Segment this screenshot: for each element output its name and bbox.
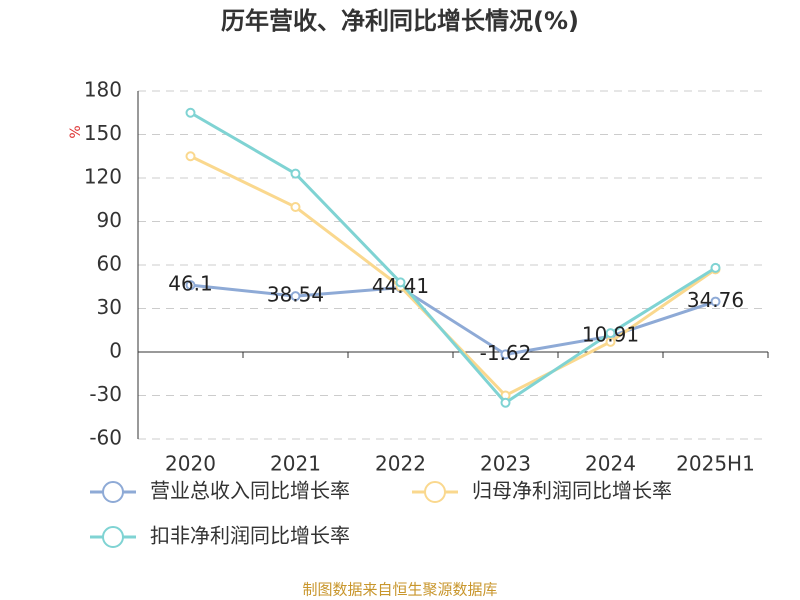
y-tick-label: 30 — [97, 295, 122, 319]
data-label: -1.62 — [480, 341, 532, 365]
x-tick-label: 2024 — [585, 452, 636, 476]
point — [290, 168, 301, 179]
data-label: 44.41 — [372, 274, 429, 298]
y-tick-label: 180 — [84, 78, 122, 102]
y-tick-label: 150 — [84, 121, 122, 145]
point — [500, 349, 511, 360]
data-label: 38.54 — [267, 283, 324, 307]
point — [500, 397, 511, 408]
source-note: 制图数据来自恒生聚源数据库 — [302, 581, 497, 599]
x-tick-label: 2021 — [270, 452, 321, 476]
point — [710, 296, 721, 307]
point — [395, 277, 406, 288]
chart-title: 历年营收、净利同比增长情况(%) — [221, 7, 579, 35]
x-tick-label: 2023 — [480, 452, 531, 476]
point — [710, 262, 721, 273]
data-label: 34.76 — [687, 288, 744, 312]
legend-marker — [424, 481, 446, 503]
x-tick-label: 2022 — [375, 452, 426, 476]
point — [605, 328, 616, 339]
x-tick-label: 2020 — [165, 452, 216, 476]
series-line — [189, 111, 717, 405]
y-tick-label: 0 — [109, 339, 122, 363]
legend-label: 扣非净利润同比增长率 — [150, 524, 350, 548]
data-label: 10.91 — [582, 323, 639, 347]
legend-label: 归母净利润同比增长率 — [472, 479, 672, 503]
y-tick-label: 90 — [97, 208, 122, 232]
y-tick-label: -30 — [89, 382, 122, 406]
y-axis-label: % — [68, 125, 84, 138]
point — [290, 291, 301, 302]
point — [290, 202, 301, 212]
legend-marker — [102, 526, 124, 548]
point — [185, 107, 196, 118]
point — [185, 280, 196, 291]
y-tick-label: 120 — [84, 165, 122, 189]
x-tick-label: 2025H1 — [676, 452, 755, 476]
series-line — [189, 154, 717, 398]
y-tick-label: -60 — [89, 426, 122, 450]
legend-marker — [102, 481, 124, 503]
legend-label: 营业总收入同比增长率 — [150, 479, 350, 503]
point — [185, 151, 196, 162]
y-tick-label: 60 — [97, 252, 122, 276]
data-label: 46.1 — [168, 272, 213, 296]
